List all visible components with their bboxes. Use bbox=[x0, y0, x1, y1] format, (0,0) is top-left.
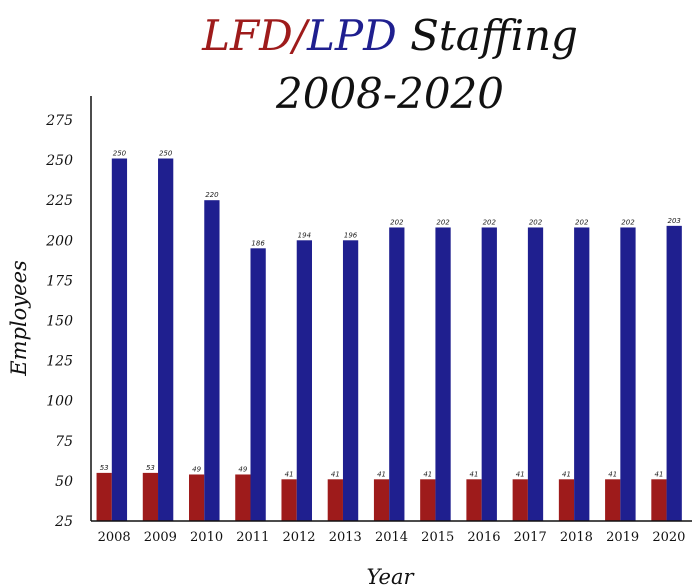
data-label-lfd-2020: 41 bbox=[654, 470, 663, 478]
data-label-lpd-2017: 202 bbox=[529, 218, 543, 226]
bar-lpd-2017 bbox=[527, 227, 544, 521]
data-label-lfd-2009: 53 bbox=[146, 464, 155, 472]
bar-lpd-2011 bbox=[250, 248, 266, 521]
x-tick-label-2019: 2019 bbox=[606, 530, 639, 545]
data-label-lfd-2011: 49 bbox=[238, 465, 247, 473]
x-axis-label: Year bbox=[366, 565, 415, 588]
bar-lpd-2013 bbox=[342, 240, 359, 522]
bar-lfd-2013 bbox=[327, 479, 343, 521]
x-tick-label-2017: 2017 bbox=[514, 530, 547, 545]
data-label-lpd-2019: 202 bbox=[621, 218, 635, 226]
data-label-lfd-2017: 41 bbox=[516, 470, 525, 478]
y-tick-label-225: 225 bbox=[45, 193, 73, 209]
data-label-lpd-2012: 194 bbox=[298, 231, 311, 239]
data-label-lpd-2013: 196 bbox=[344, 231, 358, 239]
chart-subtitle: 2008-2020 bbox=[275, 69, 504, 118]
data-labels-layer: 53 250 53 250 49 220 49 186 41 194 41 196 41 202 41 202… bbox=[100, 150, 681, 479]
bar-lpd-2015 bbox=[435, 227, 451, 521]
bar-lfd-2012 bbox=[281, 479, 297, 521]
y-tick-label-200: 200 bbox=[45, 233, 73, 249]
data-label-lfd-2012: 41 bbox=[285, 470, 294, 478]
title-part-lfd: LFD bbox=[201, 11, 293, 60]
bar-lpd-2014 bbox=[389, 227, 405, 521]
bar-lpd-2010 bbox=[204, 200, 220, 521]
data-label-lpd-2020: 203 bbox=[668, 217, 681, 225]
y-axis-label: Employees bbox=[7, 260, 31, 377]
title-part-slash: / bbox=[289, 11, 311, 60]
y-tick-label-250: 250 bbox=[45, 153, 73, 169]
y-tick-label-50: 50 bbox=[55, 474, 73, 490]
data-label-lfd-2014: 41 bbox=[377, 470, 386, 478]
bar-lfd-2016 bbox=[466, 479, 482, 521]
x-tick-label-2013: 2013 bbox=[329, 530, 362, 545]
x-tick-label-2018: 2018 bbox=[560, 530, 593, 545]
data-label-lfd-2010: 49 bbox=[192, 465, 201, 473]
title-part-staffing: Staffing bbox=[397, 11, 578, 60]
bar-lfd-2018 bbox=[558, 479, 575, 521]
x-tick-label-2008: 2008 bbox=[98, 530, 131, 545]
y-tick-label-75: 75 bbox=[55, 434, 73, 450]
bar-lfd-2009 bbox=[142, 472, 159, 521]
data-label-lpd-2011: 186 bbox=[251, 239, 265, 247]
bar-lpd-2008 bbox=[111, 158, 128, 521]
title-part-lpd: LPD bbox=[306, 11, 397, 60]
chart-title: LFD/LPD Staffing bbox=[201, 11, 578, 60]
data-label-lpd-2014: 202 bbox=[390, 218, 404, 226]
data-label-lfd-2019: 41 bbox=[608, 470, 617, 478]
x-tick-label-2014: 2014 bbox=[375, 530, 408, 545]
bar-lpd-2018 bbox=[574, 227, 590, 521]
bar-lpd-2019 bbox=[620, 227, 636, 521]
bar-lpd-2009 bbox=[158, 158, 174, 521]
bar-lfd-2015 bbox=[420, 479, 436, 521]
y-tick-label-100: 100 bbox=[46, 394, 73, 410]
data-label-lfd-2008: 53 bbox=[100, 464, 109, 472]
data-label-lpd-2010: 220 bbox=[205, 191, 219, 199]
y-tick-label-275: 275 bbox=[45, 113, 73, 129]
bar-lfd-2011 bbox=[235, 474, 251, 521]
x-tick-label-2020: 2020 bbox=[652, 530, 685, 545]
data-label-lfd-2018: 41 bbox=[562, 470, 571, 478]
data-label-lpd-2015: 202 bbox=[436, 218, 450, 226]
y-tick-label-150: 150 bbox=[46, 314, 73, 330]
bar-lfd-2010 bbox=[189, 474, 205, 521]
bar-lpd-2020 bbox=[666, 225, 682, 522]
bar-lfd-2019 bbox=[605, 479, 621, 521]
data-label-lfd-2016: 41 bbox=[470, 470, 479, 478]
x-axis-ticks: 2008 2009 2010 2011 2012 2013 2014 2015 2016 2017… bbox=[98, 530, 686, 545]
y-tick-label-175: 175 bbox=[46, 273, 73, 289]
x-tick-label-2010: 2010 bbox=[190, 530, 223, 545]
x-tick-label-2016: 2016 bbox=[467, 530, 500, 545]
data-label-lfd-2013: 41 bbox=[331, 470, 340, 478]
y-tick-label-25: 25 bbox=[54, 514, 73, 530]
bar-lfd-2014 bbox=[373, 479, 390, 521]
x-tick-label-2009: 2009 bbox=[144, 530, 177, 545]
data-label-lpd-2018: 202 bbox=[575, 218, 589, 226]
y-tick-label-125: 125 bbox=[46, 354, 73, 370]
bar-lfd-2008 bbox=[96, 472, 112, 521]
bar-lfd-2020 bbox=[651, 479, 667, 521]
bar-lpd-2012 bbox=[296, 240, 312, 522]
data-label-lpd-2009: 250 bbox=[159, 150, 173, 158]
bar-lfd-2017 bbox=[512, 479, 528, 521]
x-tick-label-2015: 2015 bbox=[421, 530, 454, 545]
data-label-lfd-2015: 41 bbox=[423, 470, 432, 478]
x-tick-label-2012: 2012 bbox=[282, 530, 315, 545]
bar-lpd-2016 bbox=[481, 227, 497, 521]
bars-layer bbox=[96, 158, 682, 522]
x-tick-label-2011: 2011 bbox=[236, 530, 269, 545]
data-label-lpd-2016: 202 bbox=[483, 218, 497, 226]
data-label-lpd-2008: 250 bbox=[113, 150, 127, 158]
y-axis-ticks: 275 250 225 200 175 150 125 100 75 50 25 bbox=[45, 113, 73, 530]
